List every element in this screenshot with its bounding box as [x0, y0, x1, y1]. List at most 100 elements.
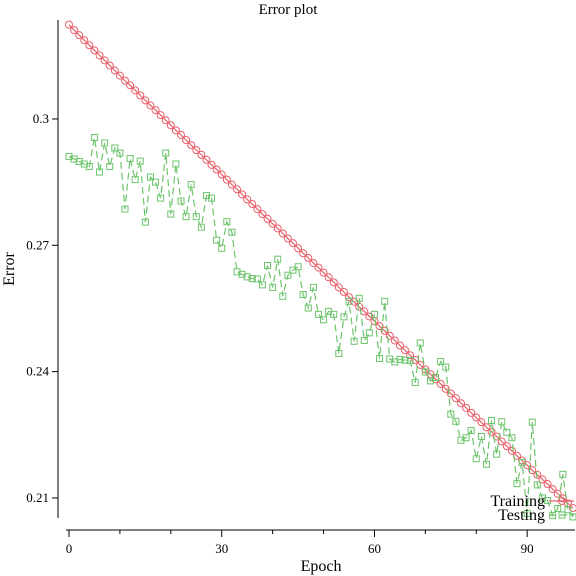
data-point — [543, 480, 552, 489]
series-line — [68, 137, 574, 518]
data-point — [309, 258, 318, 267]
data-point — [365, 329, 373, 337]
data-point — [406, 357, 414, 365]
data-point — [166, 121, 175, 130]
series-training — [65, 20, 576, 513]
data-point — [329, 278, 338, 287]
data-point — [161, 116, 170, 125]
data-point — [319, 268, 328, 277]
data-point — [416, 360, 425, 369]
series-testing — [65, 133, 576, 521]
x-axis-ticks: 0 30 60 90 — [66, 530, 534, 556]
data-point — [380, 326, 389, 335]
data-point — [538, 475, 547, 484]
data-point — [462, 403, 471, 412]
data-point — [141, 218, 149, 226]
data-point — [192, 213, 200, 221]
data-point — [345, 297, 353, 305]
legend-marker — [558, 511, 566, 519]
data-point — [299, 249, 308, 258]
data-point — [258, 281, 266, 289]
data-point — [396, 355, 404, 363]
data-point — [111, 144, 119, 152]
data-point — [100, 56, 109, 65]
data-point — [115, 71, 124, 80]
data-point — [503, 428, 511, 436]
data-point — [497, 437, 506, 446]
data-point — [472, 413, 481, 422]
x-tick-label: 90 — [521, 541, 534, 556]
data-point — [253, 275, 261, 283]
data-point — [248, 275, 256, 283]
data-point — [227, 180, 236, 189]
y-tick-label: 0.3 — [33, 111, 49, 126]
data-point — [548, 485, 557, 494]
data-point — [187, 141, 196, 150]
data-point — [95, 51, 104, 60]
data-point — [157, 194, 165, 202]
data-point — [101, 139, 109, 147]
data-point — [447, 410, 455, 418]
data-point — [411, 379, 419, 387]
data-point — [212, 165, 221, 174]
data-point — [457, 399, 465, 408]
data-point — [248, 200, 257, 209]
data-point — [569, 504, 576, 513]
data-point — [126, 81, 135, 90]
data-point — [487, 427, 496, 436]
data-point — [131, 176, 139, 184]
data-point — [65, 20, 73, 29]
data-point — [507, 446, 516, 455]
data-point — [110, 66, 119, 75]
data-point — [121, 205, 129, 213]
y-tick-label: 0.24 — [26, 364, 49, 379]
data-point — [549, 512, 557, 520]
data-point — [467, 427, 475, 435]
data-point — [207, 160, 216, 169]
data-point — [416, 339, 424, 347]
data-point — [493, 450, 501, 458]
data-point — [289, 239, 297, 248]
data-point — [105, 61, 114, 70]
data-point — [197, 223, 205, 231]
x-tick-label: 60 — [368, 541, 381, 556]
data-point — [172, 160, 180, 168]
data-point — [314, 310, 322, 318]
data-point — [345, 293, 353, 302]
data-point — [75, 31, 84, 40]
data-point — [269, 283, 277, 291]
data-point — [339, 288, 348, 297]
data-point — [559, 470, 567, 478]
data-point — [401, 356, 409, 364]
data-point — [268, 219, 277, 228]
data-point — [477, 418, 486, 427]
data-point — [330, 310, 338, 318]
data-point — [146, 173, 154, 181]
data-point — [518, 459, 526, 467]
legend-label: Testing — [498, 507, 545, 524]
data-point — [152, 178, 160, 186]
data-point — [441, 384, 450, 393]
data-point — [258, 210, 267, 219]
data-point — [263, 214, 272, 223]
data-point — [324, 273, 333, 282]
data-point — [432, 374, 440, 382]
data-point — [243, 273, 251, 281]
data-point — [508, 434, 516, 442]
data-point — [482, 460, 490, 468]
data-point — [141, 96, 150, 105]
data-point — [243, 195, 252, 204]
data-point — [370, 310, 378, 318]
data-point — [309, 283, 317, 291]
data-point — [146, 101, 155, 110]
data-point — [355, 294, 363, 302]
data-point — [213, 236, 221, 244]
data-point — [126, 155, 134, 163]
data-point — [177, 130, 185, 139]
data-point — [360, 336, 368, 344]
data-point — [279, 292, 287, 300]
data-point — [156, 111, 165, 120]
legend-label: Training — [490, 493, 545, 510]
data-point — [304, 253, 313, 262]
